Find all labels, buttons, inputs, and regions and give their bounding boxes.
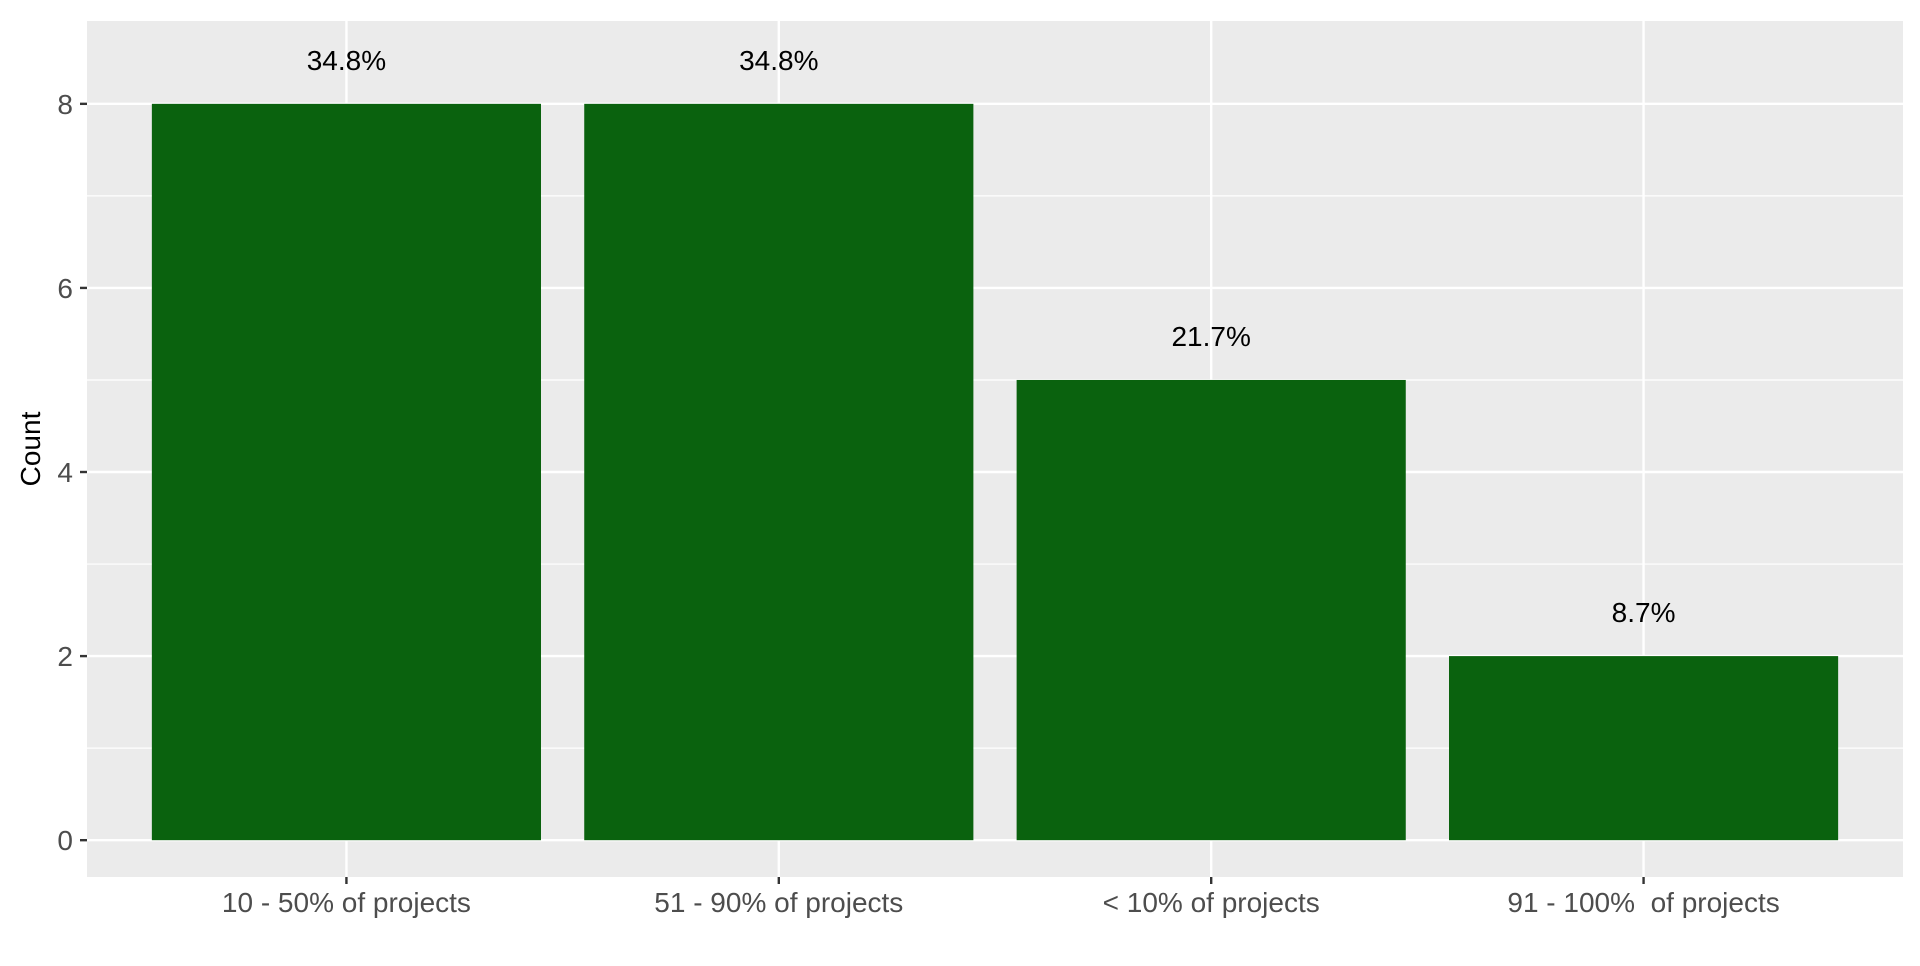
y-tick-label: 2 [57,641,73,672]
y-tick-label: 0 [57,825,73,856]
bar [1449,656,1839,841]
x-tick-label: 91 - 100% of projects [1507,887,1779,918]
data-label: 8.7% [1612,597,1676,628]
bars [151,103,1839,841]
y-axis: 0 2 4 6 8 [57,89,87,856]
bar [1016,379,1406,841]
x-tick-label: 51 - 90% of projects [654,887,903,918]
data-label: 34.8% [307,45,386,76]
x-tick-label: 10 - 50% of projects [222,887,471,918]
y-tick-label: 6 [57,273,73,304]
y-tick-label: 8 [57,89,73,120]
x-tick-label: < 10% of projects [1103,887,1320,918]
data-labels: 34.8% 34.8% 21.7% 8.7% [307,45,1676,628]
bar [584,103,974,841]
data-label: 21.7% [1171,321,1250,352]
data-label: 34.8% [739,45,818,76]
y-tick-label: 4 [57,457,73,488]
y-axis-title: Count [15,411,46,486]
bar [151,103,541,841]
x-axis: 10 - 50% of projects 51 - 90% of projects… [222,877,1780,918]
